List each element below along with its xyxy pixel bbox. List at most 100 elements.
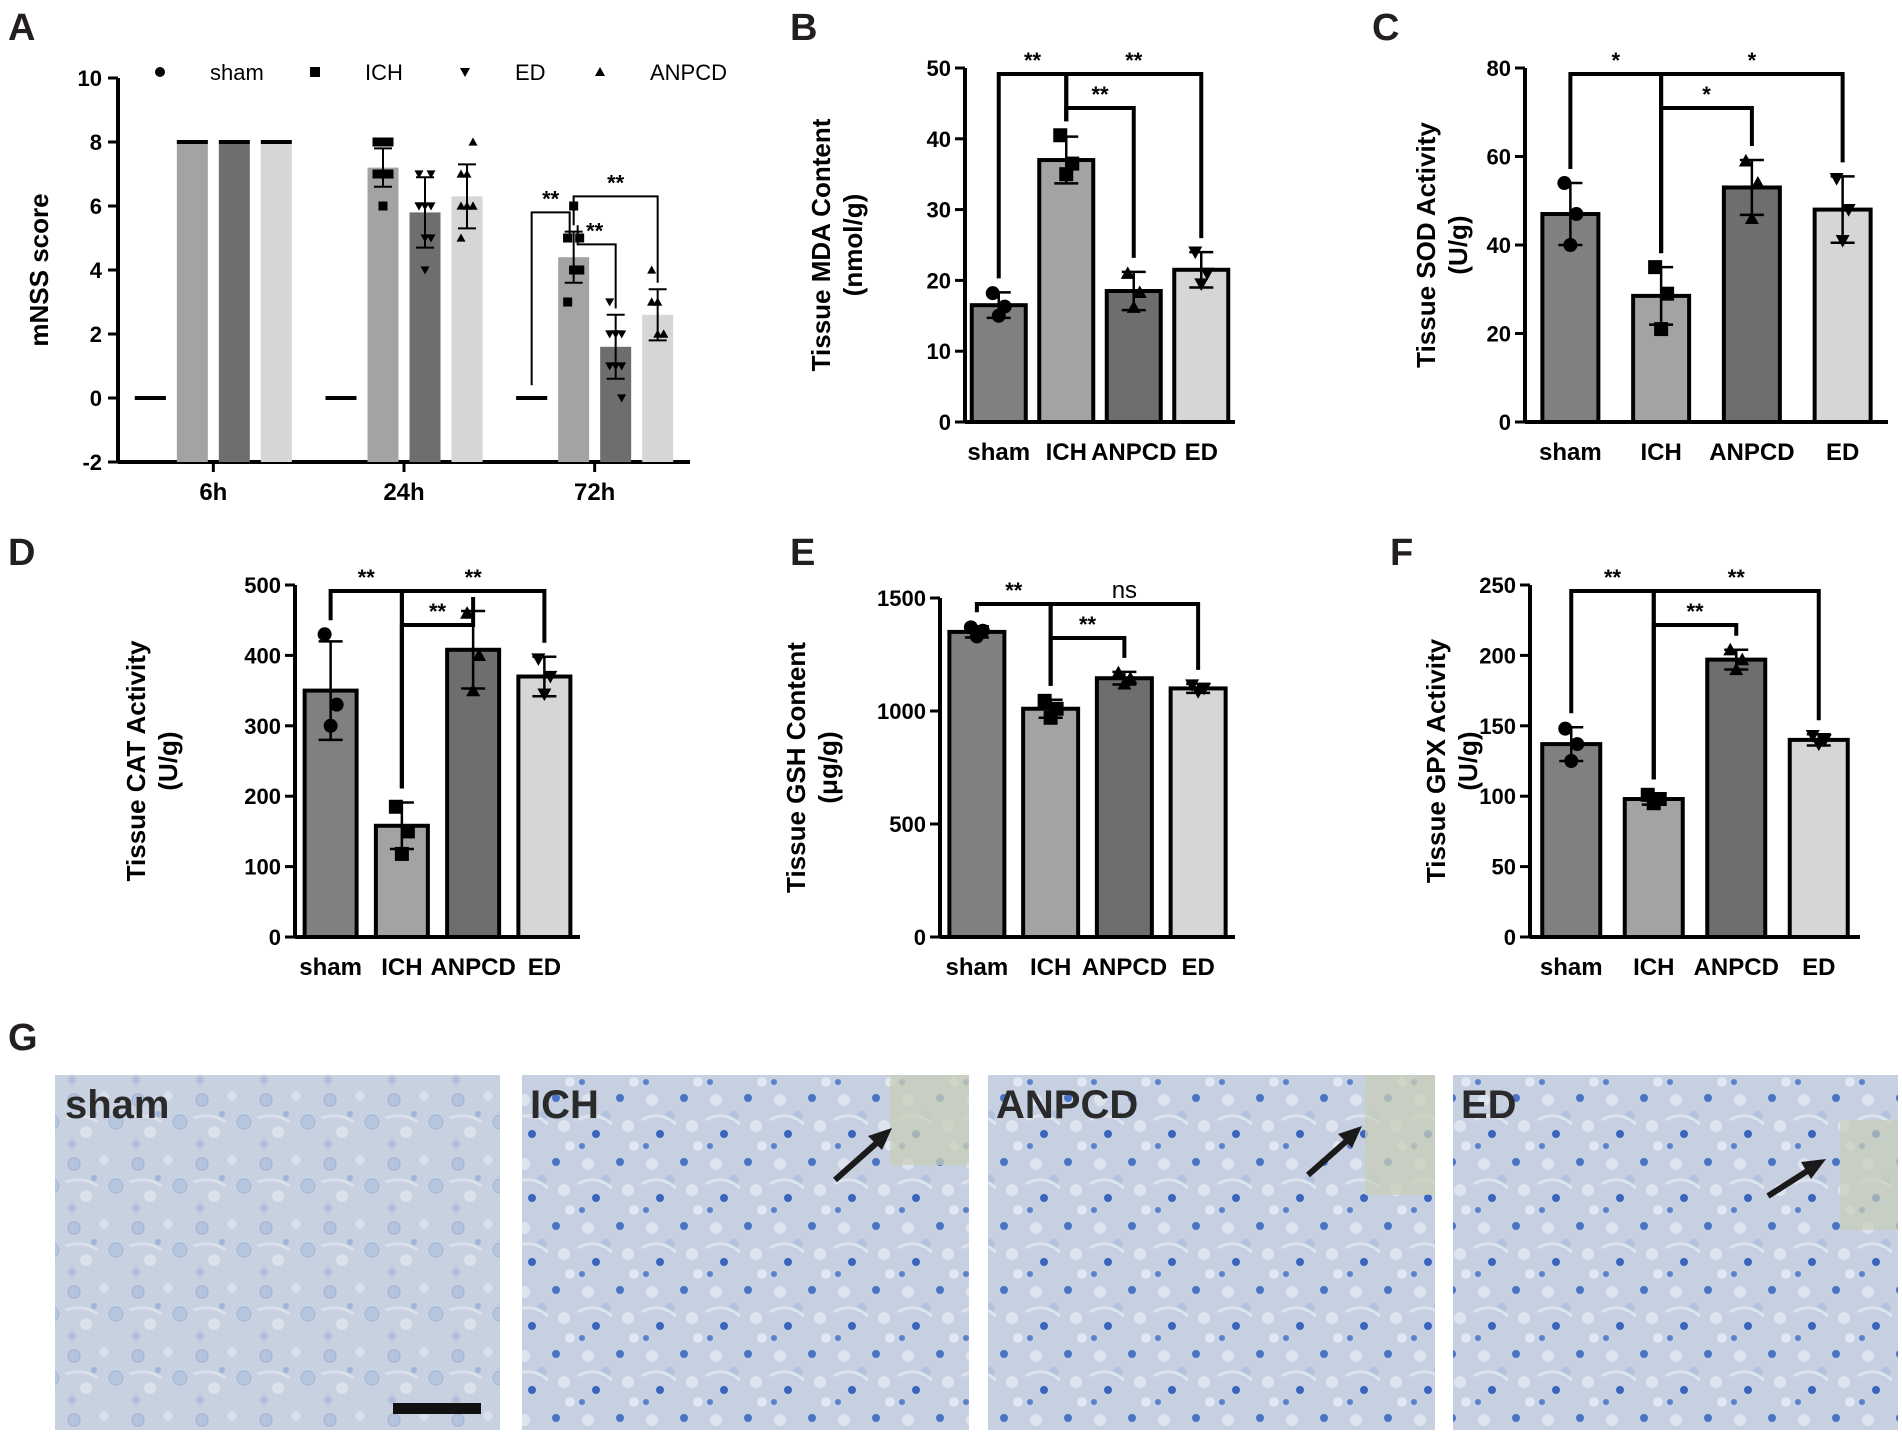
significance-bracket: [576, 225, 617, 309]
x-tick-label: ED: [1802, 954, 1835, 981]
micrograph-anpcd: ANPCD: [988, 1075, 1435, 1430]
y-tick-label: 20: [927, 268, 951, 293]
significance-bracket: [1659, 72, 1845, 254]
bar: [409, 212, 441, 462]
data-point: [462, 169, 472, 178]
bar: [1540, 742, 1603, 939]
data-point: [605, 298, 615, 307]
y-axis-title: Tissue GSH Content: [781, 642, 811, 893]
data-point: [975, 623, 990, 638]
legend-marker: [155, 67, 165, 77]
panel-letter-f: F: [1390, 532, 1413, 574]
y-axis-title: (U/g): [1453, 731, 1483, 790]
hemorrhage-region: [890, 1075, 969, 1165]
bar: [1094, 676, 1154, 939]
data-point: [317, 627, 332, 642]
micrograph-ich: ICH: [522, 1075, 969, 1430]
chart-e-gsh: 0 500 1000 1500 Tissue GSH Content (μg/g) sham…: [781, 577, 1235, 981]
significance-bracket: [1048, 602, 1201, 686]
data-point: [1194, 278, 1209, 291]
data-point: [1185, 679, 1200, 693]
bar: [1037, 158, 1096, 424]
data-point: [372, 169, 382, 179]
x-tick-label: ICH: [1046, 439, 1087, 466]
y-axis-title: Tissue GPX Activity: [1421, 638, 1451, 883]
significance-label: **: [1604, 565, 1622, 590]
panel-letter-e: E: [790, 532, 815, 574]
data-point: [466, 683, 481, 697]
data-point: [388, 799, 403, 814]
data-point: [617, 394, 627, 403]
significance-label: **: [1091, 82, 1109, 107]
significance-label: **: [358, 565, 376, 590]
y-tick-label: 100: [1479, 784, 1516, 809]
data-point: [1126, 300, 1141, 313]
data-point: [1188, 246, 1203, 260]
x-tick-label: sham: [1540, 954, 1603, 981]
data-point: [426, 202, 436, 211]
micrograph-label: ANPCD: [996, 1083, 1138, 1127]
bar: [176, 142, 208, 462]
data-point: [605, 330, 615, 339]
micrograph-image: [1453, 1075, 1898, 1430]
legend-label: sham: [210, 60, 264, 85]
significance-label: **: [1024, 48, 1042, 73]
data-point: [420, 266, 430, 275]
arrow-icon: [1766, 1159, 1826, 1199]
bar: [1787, 737, 1850, 939]
micrograph-image: [55, 1075, 500, 1430]
bar: [969, 303, 1028, 424]
data-point: [1132, 285, 1147, 299]
data-point: [372, 137, 382, 147]
data-point: [605, 362, 615, 371]
data-point: [468, 137, 478, 146]
chart-b-mda: 0 10 20 30 40 50 Tissue MDA Content (nmol/g) sha…: [806, 48, 1235, 466]
data-point: [1200, 267, 1215, 281]
data-point: [1750, 176, 1765, 189]
data-point: [617, 362, 627, 371]
data-point: [537, 688, 552, 702]
data-point: [1557, 176, 1572, 191]
data-point: [1738, 153, 1753, 167]
y-tick-label: 500: [244, 573, 281, 598]
y-tick-label: 10: [78, 66, 102, 91]
significance-bracket: [399, 589, 547, 789]
data-point: [647, 265, 657, 274]
y-tick-label: -2: [82, 450, 102, 475]
data-point: [323, 718, 338, 733]
data-point: [1729, 662, 1744, 676]
significance-label: **: [429, 599, 447, 624]
y-tick-label: 1500: [877, 586, 926, 611]
significance-label: **: [607, 170, 625, 195]
data-point: [1037, 693, 1052, 708]
data-point: [1829, 173, 1844, 186]
significance-label: ns: [1112, 577, 1137, 604]
data-point: [1660, 286, 1675, 301]
y-tick-label: 50: [1492, 855, 1516, 880]
data-point: [1744, 211, 1759, 225]
bar: [1705, 657, 1768, 940]
y-tick-label: 8: [90, 130, 102, 155]
data-point: [653, 329, 663, 338]
y-tick-label: 40: [927, 127, 951, 152]
x-tick-label: sham: [946, 954, 1009, 981]
data-point: [414, 202, 424, 211]
x-tick-label: ED: [1181, 954, 1214, 981]
bar: [558, 257, 590, 462]
y-tick-label: 0: [939, 410, 951, 435]
x-tick-label: 72h: [574, 479, 615, 506]
y-axis-title: (U/g): [1443, 215, 1473, 274]
data-point: [420, 234, 430, 243]
data-point: [378, 137, 388, 147]
x-tick-label: 6h: [199, 479, 227, 506]
significance-label: **: [465, 565, 483, 590]
significance-label: **: [1686, 599, 1704, 624]
legend-marker: [310, 67, 320, 77]
y-tick-label: 2: [90, 322, 102, 347]
data-point: [1120, 266, 1135, 279]
data-point: [1111, 665, 1126, 679]
y-axis-title: (μg/g): [813, 731, 843, 803]
significance-label: **: [586, 218, 604, 243]
significance-label: **: [1728, 565, 1746, 590]
significance-label: **: [542, 186, 560, 211]
